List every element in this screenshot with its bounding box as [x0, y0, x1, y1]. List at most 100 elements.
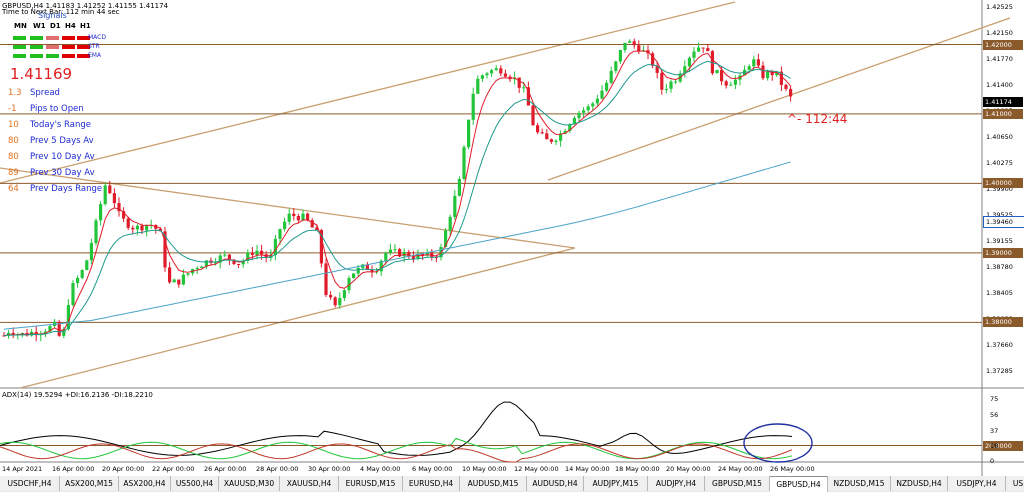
candle-body [586, 106, 590, 111]
stat-label: Pips to Open [30, 104, 84, 114]
signal-cell [62, 54, 75, 58]
candle-body [356, 267, 360, 274]
candle-body [582, 110, 586, 113]
chart-tab[interactable]: GBPUSD,M15 [705, 476, 770, 491]
candle-body [99, 204, 103, 221]
candle-body [503, 73, 507, 77]
adx-label: ADX(14) 19.5294 +DI:16.2136 -DI:18.2210 [2, 391, 153, 399]
chart-tab[interactable]: AUDJPY,M15 [584, 476, 648, 491]
candle-body [572, 117, 576, 125]
candle-body [766, 71, 770, 79]
chart-canvas[interactable] [0, 0, 1024, 476]
candle-body [430, 252, 434, 258]
price-level-tag: 1.41000 [983, 108, 1023, 119]
stat-prev-30-day: 89 Prev 30 Day Av [8, 168, 95, 178]
stat-prev-10-day: 80 Prev 10 Day Av [8, 152, 95, 162]
chart-tab[interactable]: AUDUSD,H4 [527, 476, 584, 491]
candle-body [411, 256, 415, 259]
chart-tab[interactable]: USDJPY,H4 [948, 476, 1006, 491]
time-tick-label: 4 May 00:00 [360, 465, 401, 473]
candle-body [421, 253, 425, 256]
chart-tab[interactable]: NZDUSD,M15 [828, 476, 891, 491]
candle-body [181, 274, 185, 285]
chart-tab[interactable]: USDCHF,H4 [0, 476, 60, 491]
candle-body [632, 41, 636, 46]
chart-tab[interactable]: XAUUSD,H4 [280, 476, 339, 491]
adx-tick-label: 18 [990, 442, 999, 451]
candle-body [48, 325, 52, 332]
candle-body [108, 185, 112, 194]
candle-body [683, 66, 687, 74]
stat-value: 10 [8, 120, 19, 130]
price-level-tag: 1.42000 [983, 39, 1023, 50]
candle-body [545, 133, 549, 140]
candle-body [756, 59, 760, 66]
candle-body [384, 252, 388, 261]
stat-todays-range: 10 Today's Range [8, 120, 91, 130]
signal-cell [77, 36, 90, 40]
chart-tab[interactable]: EURUSD,H4 [403, 476, 460, 491]
stat-prev-5-days: 80 Prev 5 Days Av [8, 136, 94, 146]
chart-tab[interactable]: US [1006, 476, 1024, 491]
stat-value: -1 [8, 104, 17, 114]
candle-body [227, 254, 231, 260]
chart-tab[interactable]: US500,H4 [171, 476, 219, 491]
candle-body [715, 69, 719, 74]
adx-tick-label: 37 [990, 426, 999, 435]
stat-prev-days-range: 64 Prev Days Range [8, 184, 102, 194]
candle-body [485, 73, 489, 76]
chart-tab[interactable]: ASX200,M15 [60, 476, 119, 491]
symbol-header: GBPUSD,H4 1.41183 1.41252 1.41155 1.4117… [2, 2, 169, 10]
chart-tab[interactable]: ASX200,H4 [119, 476, 171, 491]
chart-tab[interactable]: GBPUSD,H4 [770, 476, 828, 492]
candle-body [365, 264, 369, 270]
candle-body [80, 270, 84, 278]
stat-pips-to-open: -1 Pips to Open [8, 104, 84, 114]
candle-body [591, 103, 595, 107]
stat-value: 64 [8, 184, 19, 194]
chart-tab[interactable]: EURUSD,M15 [339, 476, 403, 491]
candle-body [319, 230, 323, 264]
candle-body [126, 218, 130, 228]
candle-body [444, 230, 448, 248]
stat-spread: 1.3 Spread [8, 88, 60, 98]
candle-body [462, 147, 466, 179]
candle-body [186, 273, 190, 275]
price-tick-label: 1.42150 [986, 29, 1013, 37]
candle-body [34, 331, 38, 336]
candle-body [563, 130, 567, 134]
candle-body [218, 255, 222, 263]
candle-body [595, 98, 599, 104]
candle-body [729, 84, 733, 86]
chart-tab[interactable]: XAUUSD,M30 [219, 476, 280, 491]
stat-label: Prev 5 Days Av [30, 136, 94, 146]
trend-line [0, 1, 736, 184]
candle-body [425, 252, 429, 256]
signal-cell [77, 45, 90, 49]
candle-body [237, 263, 241, 265]
adx-tick-label: 56 [990, 410, 999, 419]
candle-body [697, 47, 701, 52]
candle-body [214, 262, 218, 264]
candle-body [71, 283, 75, 305]
candle-body [177, 279, 181, 285]
candle-body [112, 193, 116, 204]
candle-body [559, 133, 563, 141]
candle-body [664, 88, 668, 90]
candle-body [246, 252, 250, 261]
chart-tab[interactable]: NZDUSD,H4 [891, 476, 948, 491]
candle-body [131, 227, 135, 230]
candle-body [779, 71, 783, 85]
tf-w1: W1 [33, 22, 46, 30]
candle-body [168, 267, 172, 283]
adx-tick-label: 20.0000 [983, 440, 1023, 451]
signal-cell [46, 36, 59, 40]
candle-body [453, 195, 457, 217]
price-level-tag: 1.39000 [983, 247, 1023, 258]
chart-tab[interactable]: AUDUSD,M15 [460, 476, 527, 491]
price-level-tag: 1.38000 [983, 317, 1023, 328]
price-tick-label: 1.38780 [986, 263, 1013, 272]
candle-body [352, 273, 356, 279]
chart-tab[interactable]: AUDJPY,H4 [648, 476, 705, 491]
candle-body [310, 220, 314, 228]
